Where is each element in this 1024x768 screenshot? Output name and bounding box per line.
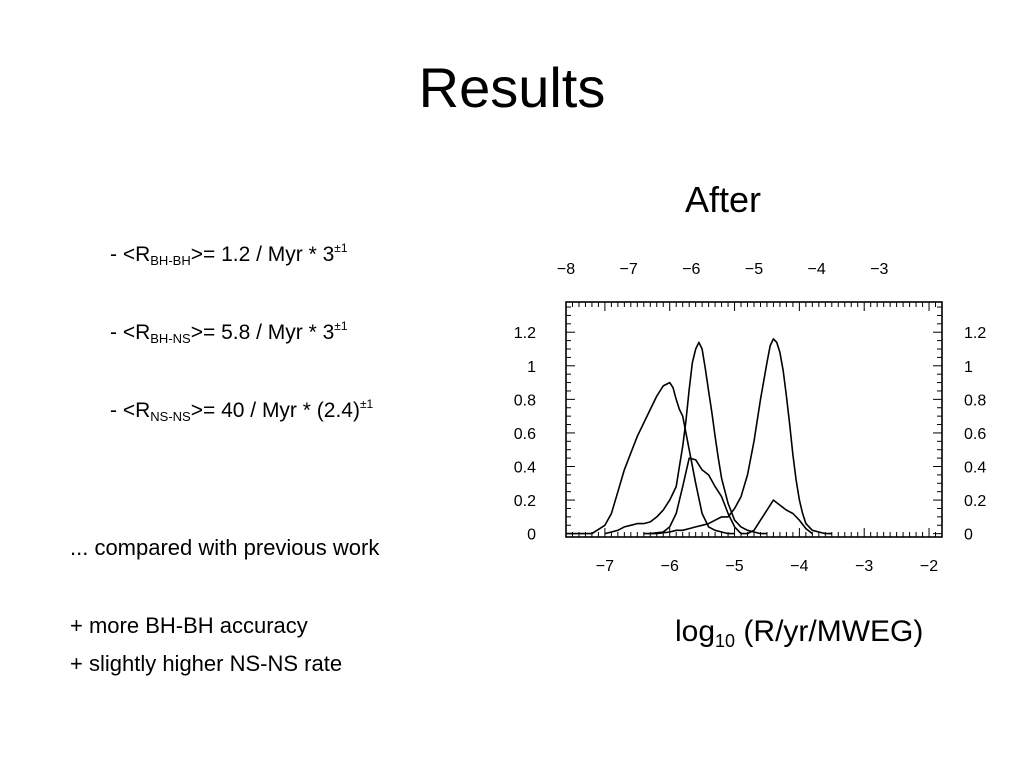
x-tick-label-bottom: −3 bbox=[855, 558, 873, 575]
y-tick-label-left: 0.6 bbox=[514, 426, 536, 443]
note-item: + slightly higher NS-NS rate bbox=[70, 651, 343, 676]
comparison-text: ... compared with previous work bbox=[70, 535, 380, 560]
chart-svg: −7 −6 −5 −4 −3 −2 −8 −7 −6 −5 −4 −3 0 0 0.2 0.2 0.4 0.4 0.… bbox=[514, 261, 987, 575]
x-axis-label-base: 10 bbox=[715, 631, 736, 651]
plot-frame bbox=[565, 301, 943, 538]
y-tick-label-left: 0.2 bbox=[514, 493, 536, 510]
rate-exponent: ±1 bbox=[359, 397, 374, 411]
y-tick-label-left: 0 bbox=[527, 527, 536, 544]
y-tick-label-right: 0.8 bbox=[964, 392, 986, 409]
rate-prefix: - <R bbox=[110, 321, 151, 344]
chart: −7 −6 −5 −4 −3 −2 −8 −7 −6 −5 −4 −3 0 0 0.2 0.2 0.4 0.4 0.… bbox=[490, 250, 1000, 590]
rate-value: >= 1.2 / Myr * 3 bbox=[190, 243, 335, 266]
y-tick-label-left: 0.8 bbox=[514, 392, 536, 409]
y-tick-label-right: 0.4 bbox=[964, 460, 986, 477]
y-tick-label-right: 1.2 bbox=[964, 325, 986, 342]
chart-title: After bbox=[685, 179, 762, 220]
x-tick-label-bottom: −2 bbox=[920, 558, 938, 575]
x-axis-label-units: (R/yr/MWEG) bbox=[735, 615, 924, 648]
rate-exponent: ±1 bbox=[334, 241, 348, 255]
x-tick-label-bottom: −6 bbox=[661, 558, 679, 575]
x-tick-label-top: −7 bbox=[620, 261, 638, 278]
rate-subscript: NS-NS bbox=[150, 409, 191, 424]
x-tick-label-bottom: −7 bbox=[596, 558, 614, 575]
x-tick-label-top: −5 bbox=[745, 261, 763, 278]
notes-list: + more BH-BH accuracy + slightly higher … bbox=[70, 607, 342, 683]
rate-value: >= 40 / Myr * (2.4) bbox=[190, 399, 360, 422]
y-tick-label-right: 0 bbox=[964, 527, 973, 544]
rate-subscript: BH-NS bbox=[150, 331, 191, 346]
y-tick-label-right: 0.6 bbox=[964, 426, 986, 443]
rate-prefix: - <R bbox=[110, 243, 151, 266]
x-axis-label-log: log bbox=[675, 615, 716, 648]
x-tick-label-bottom: −5 bbox=[725, 558, 743, 575]
x-tick-label-top: −6 bbox=[682, 261, 700, 278]
x-tick-label-bottom: −4 bbox=[790, 558, 808, 575]
rate-prefix: - <R bbox=[110, 399, 151, 422]
rate-bh-ns: - <RBH-NS>= 5.8 / Myr * 3±1 bbox=[110, 312, 373, 346]
rate-bh-bh: - <RBH-BH>= 1.2 / Myr * 3±1 bbox=[110, 234, 373, 268]
x-tick-label-top: −4 bbox=[808, 261, 826, 278]
y-tick-label-left: 1 bbox=[527, 359, 536, 376]
rate-value: >= 5.8 / Myr * 3 bbox=[190, 321, 335, 344]
note-item: + more BH-BH accuracy bbox=[70, 613, 308, 638]
slide-title: Results bbox=[418, 56, 606, 119]
series-line-2 bbox=[604, 341, 767, 535]
y-tick-label-left: 0.4 bbox=[514, 460, 536, 477]
rate-subscript: BH-BH bbox=[150, 253, 191, 268]
x-tick-label-top: −8 bbox=[557, 261, 575, 278]
rate-exponent: ±1 bbox=[334, 319, 348, 333]
y-tick-label-left: 1.2 bbox=[514, 325, 536, 342]
rate-list: - <RBH-BH>= 1.2 / Myr * 3±1 - <RBH-NS>= … bbox=[110, 234, 373, 468]
series-line-1 bbox=[566, 381, 735, 535]
x-axis-label: log10 (R/yr/MWEG) bbox=[675, 612, 923, 661]
x-tick-label-top: −3 bbox=[870, 261, 888, 278]
series-line-4 bbox=[650, 457, 813, 535]
y-tick-label-right: 1 bbox=[964, 359, 973, 376]
series-line-3 bbox=[643, 338, 832, 535]
rate-ns-ns: - <RNS-NS>= 40 / Myr * (2.4)±1 bbox=[110, 390, 374, 424]
y-tick-label-right: 0.2 bbox=[964, 493, 986, 510]
